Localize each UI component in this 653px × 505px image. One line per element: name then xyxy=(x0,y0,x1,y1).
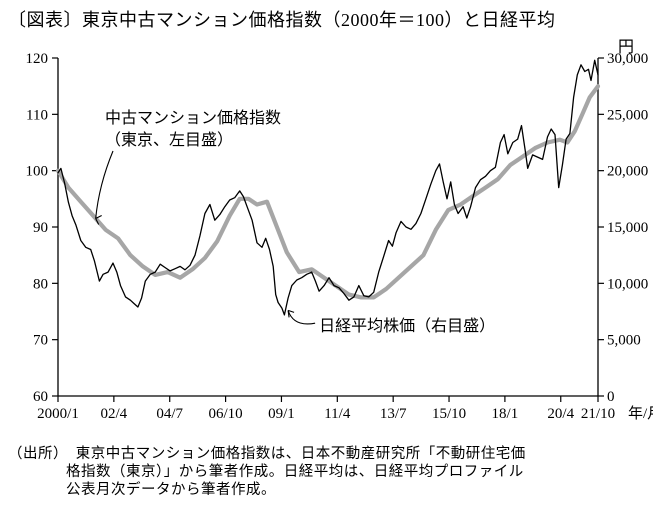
left-tick-label: 100 xyxy=(26,164,49,180)
x-tick-label: 15/10 xyxy=(432,406,466,422)
right-tick-label: 10,000 xyxy=(607,276,648,292)
left-tick-label: 80 xyxy=(33,276,48,292)
x-tick-label: 2000/1 xyxy=(37,406,79,422)
left-tick-label: 110 xyxy=(26,107,48,123)
source-line3: 公表月次データから筆者作成。 xyxy=(8,481,645,499)
source-note: （出所） 東京中古マンション価格指数は、日本不動産研究所「不動研住宅価 格指数（… xyxy=(8,445,645,499)
left-tick-label: 70 xyxy=(33,333,48,349)
right-tick-label: 0 xyxy=(607,389,615,405)
right-axis-label: 円 xyxy=(618,39,634,56)
right-tick-label: 25,000 xyxy=(607,107,648,123)
series-nikkei-225 xyxy=(58,60,598,315)
x-tick-label: 18/1 xyxy=(492,406,519,422)
left-tick-label: 120 xyxy=(26,51,49,67)
x-tick-label: 20/4 xyxy=(547,406,574,422)
right-tick-label: 20,000 xyxy=(607,164,648,180)
anno-arrow-grey xyxy=(96,151,113,219)
anno-grey-l1: 中古マンション価格指数 xyxy=(105,109,281,127)
anno-black: 日経平均株価（右目盛） xyxy=(319,317,495,335)
line-chart: 60 70 80 90 100 110 120 0 5,000 10,000 15,000 20,00… xyxy=(0,34,653,437)
right-tick-label: 15,000 xyxy=(607,220,648,236)
source-line2: 格指数（東京）」から筆者作成。日経平均は、日経平均プロファイル xyxy=(8,463,645,481)
left-tick-label: 60 xyxy=(33,389,48,405)
anno-grey-l2: （東京、左目盛） xyxy=(105,131,233,149)
chart-figure: 〔図表〕東京中古マンション価格指数（2000年＝100）と日経平均 60 70 80… xyxy=(0,0,653,505)
x-axis-label: 年/月 xyxy=(628,405,653,422)
x-tick-label: 06/10 xyxy=(209,406,243,422)
right-tick-label: 5,000 xyxy=(607,333,641,349)
source-line1: （出所） 東京中古マンション価格指数は、日本不動産研究所「不動研住宅価 xyxy=(8,446,526,462)
x-tick-label: 04/7 xyxy=(156,406,183,422)
x-tick-label: 13/7 xyxy=(380,406,407,422)
x-tick-label: 21/10 xyxy=(581,406,615,422)
x-tick-label: 11/4 xyxy=(324,406,351,422)
left-tick-label: 90 xyxy=(33,220,48,236)
x-tick-label: 09/1 xyxy=(268,406,295,422)
x-tick-label: 02/4 xyxy=(101,406,128,422)
figure-title: 〔図表〕東京中古マンション価格指数（2000年＝100）と日経平均 xyxy=(8,6,556,32)
anno-arrow-black xyxy=(288,310,315,324)
